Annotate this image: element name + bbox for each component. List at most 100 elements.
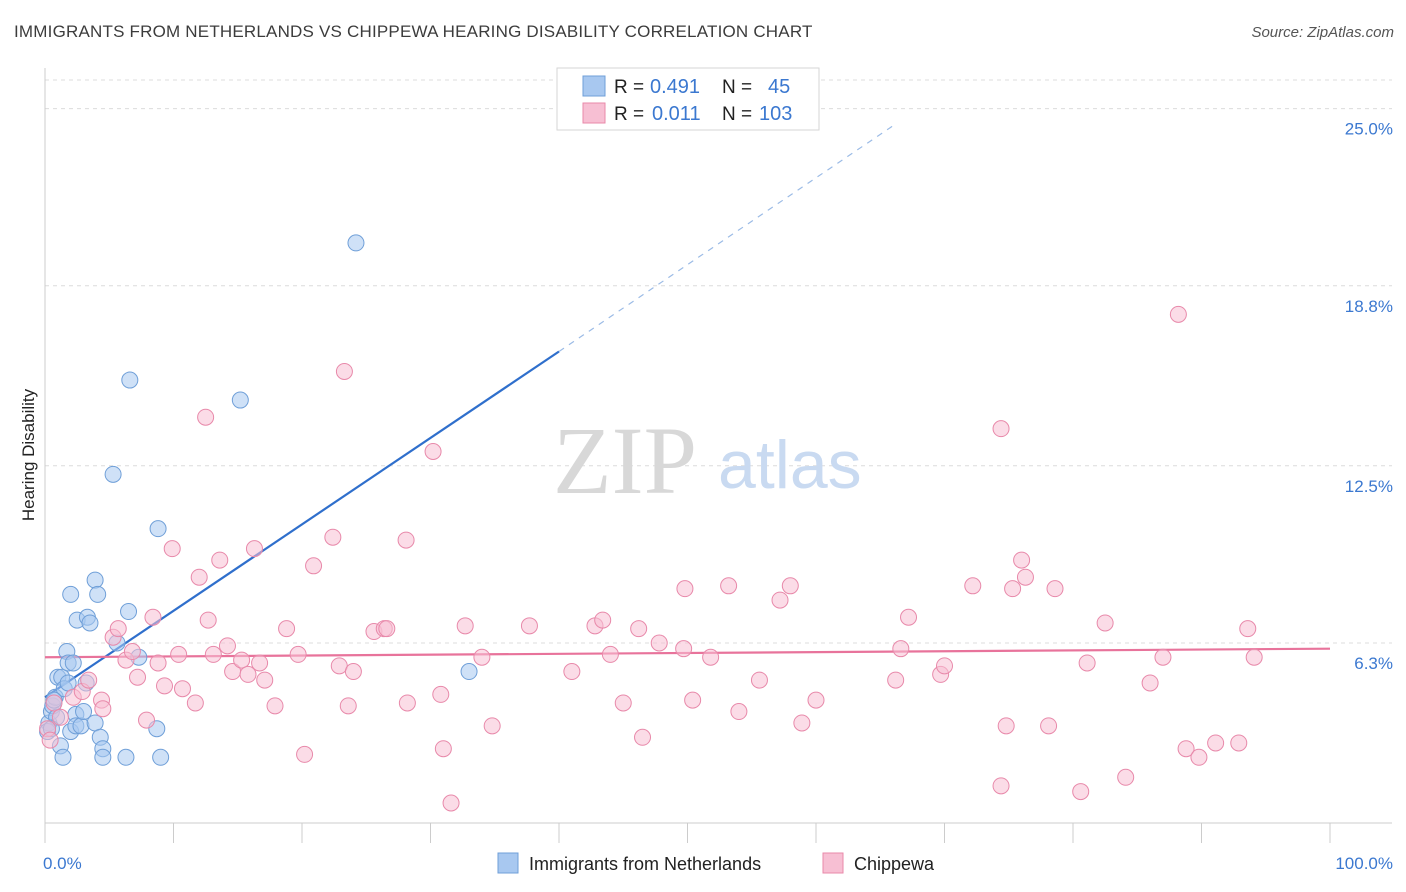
point-chippewa [204,645,222,663]
watermark: ZIP atlas [553,407,862,514]
point-chippewa [170,645,188,663]
data-points [39,234,1263,812]
point-netherlands [117,748,135,766]
point-chippewa [520,617,538,635]
series-legend-label-netherlands: Immigrants from Netherlands [529,854,761,874]
point-netherlands [86,571,104,589]
point-chippewa [197,408,215,426]
point-chippewa [892,640,910,658]
point-chippewa [335,362,353,380]
point-chippewa [807,691,825,709]
stats-legend: R = 0.491 N = 45 R = 0.011 N = 103 [556,67,820,131]
point-chippewa [398,694,416,712]
point-chippewa [289,645,307,663]
point-chippewa [397,531,415,549]
point-chippewa [218,637,236,655]
y-tick-labels: 6.3% 12.5% 18.8% 25.0% [1345,120,1393,673]
point-chippewa [1245,648,1263,666]
trend-line-netherlands [44,350,560,699]
point-netherlands [86,714,104,732]
point-chippewa [278,620,296,638]
point-chippewa [1013,551,1031,569]
x-tick-label: 100.0% [1335,854,1393,873]
point-chippewa [173,680,191,698]
point-chippewa [144,608,162,626]
point-chippewa [594,611,612,629]
point-chippewa [684,691,702,709]
point-chippewa [1207,734,1225,752]
point-netherlands [94,748,112,766]
point-chippewa [339,697,357,715]
point-chippewa [266,697,284,715]
point-chippewa [1016,568,1034,586]
point-chippewa [344,663,362,681]
source-label: Source: ZipAtlas.com [1251,24,1394,41]
point-chippewa [614,694,632,712]
point-chippewa [163,540,181,558]
grid-lines [45,79,1392,644]
legend-n-value-1: 103 [759,103,792,125]
point-chippewa [1169,305,1187,323]
legend-r-label-1: R = [614,104,644,125]
point-chippewa [80,671,98,689]
point-chippewa [378,620,396,638]
point-chippewa [211,551,229,569]
legend-n-label-0: N = [722,77,752,98]
series-legend-swatch-chippewa [822,852,844,874]
chart-title: IMMIGRANTS FROM NETHERLANDS VS CHIPPEWA … [14,22,813,41]
point-chippewa [305,557,323,575]
point-chippewa [432,685,450,703]
y-tick-label: 6.3% [1354,654,1393,673]
point-chippewa [330,657,348,675]
point-netherlands [64,654,82,672]
point-chippewa [149,654,167,672]
point-chippewa [1230,734,1248,752]
trend-line-netherlands-extension [558,125,894,352]
watermark-atlas-text: atlas [718,427,862,503]
point-chippewa [992,777,1010,795]
legend-r-value-1: 0.011 [652,103,701,125]
point-chippewa [630,620,648,638]
series-legend: Immigrants from Netherlands Chippewa [497,852,935,874]
point-chippewa [1239,620,1257,638]
point-netherlands [72,717,90,735]
y-tick-label: 12.5% [1345,477,1393,496]
y-tick-label: 18.8% [1345,297,1393,316]
point-chippewa [634,728,652,746]
point-chippewa [199,611,217,629]
point-chippewa [190,568,208,586]
point-chippewa [324,528,342,546]
point-chippewa [1117,768,1135,786]
point-chippewa [730,703,748,721]
point-chippewa [156,677,174,695]
point-chippewa [997,717,1015,735]
point-chippewa [45,694,63,712]
x-tick-labels: 0.0% 100.0% [43,854,1393,873]
point-chippewa [964,577,982,595]
point-chippewa [601,645,619,663]
series-legend-swatch-netherlands [497,852,519,874]
point-chippewa [41,731,59,749]
watermark-zip-text: ZIP [553,407,697,514]
point-chippewa [186,694,204,712]
legend-swatch-netherlands [582,75,606,97]
point-chippewa [456,617,474,635]
point-chippewa [1078,654,1096,672]
point-chippewa [750,671,768,689]
point-chippewa [109,620,127,638]
point-chippewa [676,580,694,598]
point-chippewa [483,717,501,735]
legend-r-label-0: R = [614,77,644,98]
point-chippewa [1096,614,1114,632]
point-chippewa [650,634,668,652]
point-netherlands [347,234,365,252]
point-chippewa [138,711,156,729]
point-chippewa [1190,748,1208,766]
point-netherlands [104,465,122,483]
legend-swatch-chippewa [582,102,606,124]
point-chippewa [675,640,693,658]
y-tick-label: 25.0% [1345,120,1393,139]
point-netherlands [231,391,249,409]
point-netherlands [149,520,167,538]
